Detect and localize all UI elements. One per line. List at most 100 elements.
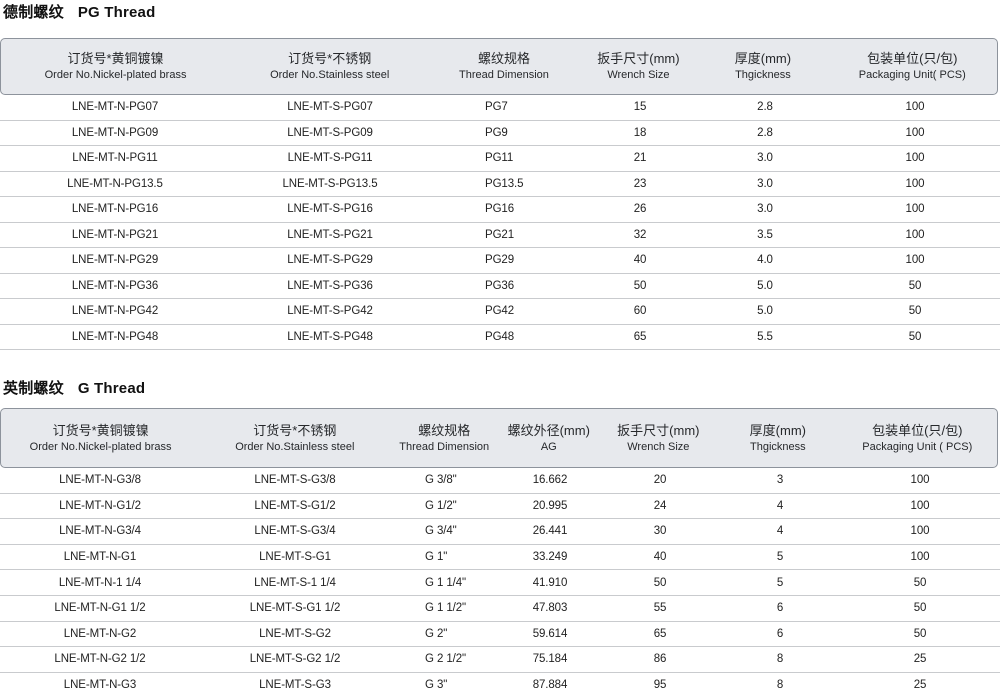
table-cell: LNE-MT-S-G3/4 [254,525,336,538]
table-cell: 2.8 [757,126,773,139]
table-cell: LNE-MT-N-PG16 [71,203,159,216]
table-cell: 5.0 [757,279,773,292]
table-cell: 65 [653,627,667,640]
table-cell: LNE-MT-N-PG09 [71,126,159,139]
column-header-thread-dimension: 螺纹规格 Thread Dimension [389,424,499,453]
column-header-packaging-unit: 包装单位(只/包) Packaging Unit ( PCS) [838,424,997,453]
table-cell: 26 [633,203,647,216]
table-cell: LNE-MT-S-PG48 [287,330,373,343]
table-cell: 50 [908,305,922,318]
table-cell: LNE-MT-S-PG13.5 [282,177,378,190]
header-label-en: Order No.Stainless steel [235,440,355,453]
table-cell: 3.5 [757,228,773,241]
column-header-wrench-size: 扳手尺寸(mm) Wrench Size [579,52,699,81]
header-label-cn: 厚度(mm) [734,51,792,66]
column-header-thickness: 厚度(mm) Thgickness [718,424,838,453]
table-cell: G 1" [425,551,448,564]
table-cell: LNE-MT-S-PG21 [287,228,373,241]
table-cell: LNE-MT-N-G1 [63,551,137,564]
table-cell: PG21 [485,228,515,241]
table-cell: 86 [653,653,667,666]
table-cell: 95 [653,679,667,690]
table-row: LNE-MT-N-PG29 LNE-MT-S-PG29 PG29 40 4.0 100 [0,248,1000,274]
table-cell: 15 [633,101,647,114]
table-cell: LNE-MT-S-G2 1/2 [249,653,341,666]
table-cell: LNE-MT-S-G2 [259,627,331,640]
table-row: LNE-MT-N-G2 1/2 LNE-MT-S-G2 1/2 G 2 1/2" 75… [0,647,1000,673]
table-row: LNE-MT-N-PG16 LNE-MT-S-PG16 PG16 26 3.0 100 [0,197,1000,223]
header-label-en: Wrench Size [607,69,670,81]
table-cell: PG13.5 [485,177,524,190]
column-header-thickness: 厚度(mm) Thgickness [698,52,827,81]
table-cell: LNE-MT-N-G3 [63,679,137,690]
table-cell: 100 [905,177,925,190]
table-cell: 60 [633,305,647,318]
section-title-cn: 德制螺纹 [3,4,64,21]
table-cell: 5 [776,551,784,564]
header-label-cn: 订货号*不锈钢 [253,422,337,438]
table-cell: PG36 [485,279,515,292]
table-cell: LNE-MT-N-G1/2 [59,499,141,512]
column-header-order-no-brass: 订货号*黄铜镀镍 Order No.Nickel-plated brass [1,52,230,81]
table-cell: 5 [776,576,784,589]
table-cell: 25 [913,653,927,666]
table-cell: 50 [913,576,927,589]
table-cell: 50 [913,602,927,615]
table-cell: 20 [653,474,667,487]
header-label-cn: 扳手尺寸(mm) [617,422,700,438]
table-cell: G 1/2" [425,499,457,512]
header-label-en: AG [540,440,557,453]
table-cell: PG11 [485,152,514,165]
column-header-packaging-unit: 包装单位(只/包) Packaging Unit( PCS) [828,52,997,81]
table-cell: LNE-MT-S-G1 1/2 [249,602,341,615]
table-row: LNE-MT-N-PG13.5 LNE-MT-S-PG13.5 PG13.5 23 3.… [0,172,1000,197]
table-cell: 100 [905,203,925,216]
table-cell: 6 [776,602,784,615]
table-row: LNE-MT-N-PG11 LNE-MT-S-PG11 PG11 21 3.0 100 [0,146,1000,172]
column-header-order-no-stainless: 订货号*不锈钢 Order No.Stainless steel [200,424,389,453]
table-cell: G 3/4" [425,525,457,538]
table-row: LNE-MT-N-G3/8 LNE-MT-S-G3/8 G 3/8" 16.662 20… [0,468,1000,494]
table-cell: 59.614 [532,627,568,640]
table-cell: LNE-MT-N-PG13.5 [67,177,163,190]
header-label-en: Packaging Unit ( PCS) [862,440,973,453]
table-cell: PG7 [485,101,508,114]
table-cell: G 1 1/2" [425,602,466,615]
table-cell: 65 [633,330,647,343]
table-cell: 8 [776,653,784,666]
table-cell: 100 [905,101,925,114]
table-cell: LNE-MT-S-PG11 [287,152,373,165]
table-row: LNE-MT-N-PG07 LNE-MT-S-PG07 PG7 15 2.8 100 [0,95,1000,121]
table-cell: 3 [776,474,784,487]
header-label-en: Thread Dimension [459,69,549,81]
table-cell: 33.249 [532,551,568,564]
table-cell: 4 [776,499,784,512]
table-cell: PG29 [485,254,515,267]
header-label-cn: 包装单位(只/包) [872,422,963,438]
header-label-cn: 螺纹规格 [477,51,530,66]
table-cell: PG9 [485,126,508,139]
table-cell: 23 [633,177,647,190]
table-cell: 25 [913,679,927,690]
table-cell: LNE-MT-N-PG21 [71,228,159,241]
table-cell: 21 [633,152,647,165]
table-row: LNE-MT-N-PG21 LNE-MT-S-PG21 PG21 32 3.5 100 [0,223,1000,248]
header-label-en: Wrench Size [627,440,690,453]
table-cell: 3.0 [757,177,773,190]
table-cell: LNE-MT-N-PG36 [71,279,159,292]
table-cell: LNE-MT-N-PG07 [71,101,159,114]
section-title-cn: 英制螺纹 [3,380,64,397]
table-cell: 50 [653,576,667,589]
table-cell: 18 [633,126,647,139]
table-cell: 50 [908,279,922,292]
table-cell: LNE-MT-N-G2 [63,627,137,640]
table-row: LNE-MT-N-PG09 LNE-MT-S-PG09 PG9 18 2.8 100 [0,121,1000,146]
table-cell: G 2 1/2" [425,653,466,666]
table-row: LNE-MT-N-PG36 LNE-MT-S-PG36 PG36 50 5.0 50 [0,274,1000,299]
table-cell: 75.184 [532,653,568,666]
table-cell: PG16 [485,203,515,216]
table-cell: LNE-MT-S-PG36 [287,279,373,292]
section-title-g-thread: 英制螺纹 G Thread [3,377,145,398]
header-label-en: Order No.Nickel-plated brass [29,440,172,453]
column-header-wrench-size: 扳手尺寸(mm) Wrench Size [599,424,719,453]
